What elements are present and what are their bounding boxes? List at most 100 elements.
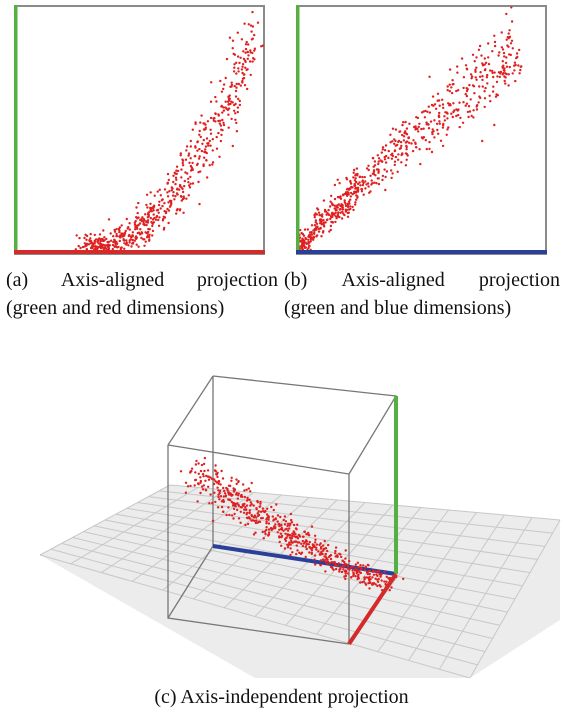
panel-a-point: [172, 191, 174, 193]
panel-b-point: [513, 65, 515, 67]
panel-b-point: [359, 184, 361, 186]
panel-b-point: [367, 182, 369, 184]
panel-a-point: [179, 185, 181, 187]
panel-b-point: [452, 102, 454, 104]
panel-a-point: [185, 159, 187, 161]
panel-c-point: [334, 550, 336, 552]
panel-c-point: [207, 469, 209, 471]
panel-c-point: [262, 507, 264, 509]
panel-a-point: [108, 218, 110, 220]
panel-b-point: [337, 211, 339, 213]
panel-c-point: [189, 471, 191, 473]
panel-c-point: [237, 480, 239, 482]
panel-a-point: [106, 241, 108, 243]
panel-a-point: [149, 210, 151, 212]
panel-a-point: [246, 41, 248, 43]
panel-c-point: [258, 506, 260, 508]
panel-a-point: [237, 98, 239, 100]
panel-c-point: [282, 530, 284, 532]
panel-a-point: [180, 196, 182, 198]
panel-a-point: [79, 247, 81, 249]
panel-c-point: [296, 524, 298, 526]
panel-c-point: [320, 547, 322, 549]
panel-b-point: [449, 84, 451, 86]
panel-a-point: [101, 238, 103, 240]
panel-b-point: [473, 92, 475, 94]
panel-c-point: [233, 513, 235, 515]
panel-c-point: [217, 494, 219, 496]
panel-b-point: [481, 75, 483, 77]
panel-a-point: [182, 164, 184, 166]
panel-a-point: [236, 83, 238, 85]
panel-a-point: [203, 157, 205, 159]
panel-c-point: [363, 580, 365, 582]
panel-b-point: [363, 194, 365, 196]
panel-c-point: [246, 512, 248, 514]
panel-b-point: [356, 167, 358, 169]
panel-a-point: [99, 233, 101, 235]
panel-c-point: [232, 517, 234, 519]
panel-a-point: [110, 240, 112, 242]
panel-b-point: [491, 70, 493, 72]
caption-a: (a) Axis-aligned projection (green and r…: [6, 266, 278, 322]
panel-c-point: [272, 515, 274, 517]
panel-b-point: [466, 90, 468, 92]
panel-a-point: [78, 237, 80, 239]
panel-b-point: [472, 54, 474, 56]
panel-a-point: [178, 189, 180, 191]
panel-b-point: [447, 89, 449, 91]
panel-c-point: [372, 571, 374, 573]
caption-b-word1: Axis-aligned: [341, 266, 444, 294]
panel-c-point: [325, 559, 327, 561]
panel-a-point: [104, 246, 106, 248]
panel-a-point: [158, 212, 160, 214]
panel-b-point: [472, 109, 474, 111]
panel-b-point: [339, 212, 341, 214]
panel-b-point: [354, 203, 356, 205]
panel-c-point: [201, 485, 203, 487]
panel-a-point: [110, 232, 112, 234]
panel-b-point: [426, 148, 428, 150]
panel-b-point: [465, 64, 467, 66]
panel-a-point: [130, 238, 132, 240]
panel-a-point: [223, 83, 225, 85]
panel-c-point: [330, 558, 332, 560]
panel-a-point: [197, 181, 199, 183]
panel-a-point: [190, 140, 192, 142]
panel-a-point: [152, 209, 154, 211]
panel-c-point: [286, 525, 288, 527]
panel-b-point: [412, 139, 414, 141]
panel-b-point: [423, 110, 425, 112]
panel-c-point: [277, 523, 279, 525]
panel-a-point: [174, 183, 176, 185]
panel-c-point: [299, 535, 301, 537]
panel-a-point: [209, 145, 211, 147]
panel-a-point: [233, 67, 235, 69]
panel-b-point: [407, 154, 409, 156]
panel-c-point: [331, 561, 333, 563]
panel-b-point: [433, 136, 435, 138]
panel-c-point: [284, 515, 286, 517]
panel-a-point: [225, 101, 227, 103]
panel-a-point: [194, 155, 196, 157]
panel-a-point: [145, 224, 147, 226]
panel-c-point: [230, 480, 232, 482]
panel-a-point: [241, 38, 243, 40]
panel-b-point: [516, 56, 518, 58]
panel-c-point: [201, 464, 203, 466]
panel-b-point: [480, 54, 482, 56]
panel-c-point: [223, 500, 225, 502]
panel-b-point: [302, 241, 304, 243]
panel-c-point: [353, 572, 355, 574]
panel-b-point: [433, 119, 435, 121]
panel-b-point: [466, 103, 468, 105]
panel-b-point: [394, 164, 396, 166]
panel-b-point: [407, 137, 409, 139]
panel-c-point: [343, 566, 345, 568]
panel-a-point: [156, 215, 158, 217]
panel-a-point: [206, 137, 208, 139]
panel-b-point: [465, 93, 467, 95]
panel-c-point: [301, 552, 303, 554]
panel-c-point: [311, 552, 313, 554]
panel-b-point: [459, 126, 461, 128]
